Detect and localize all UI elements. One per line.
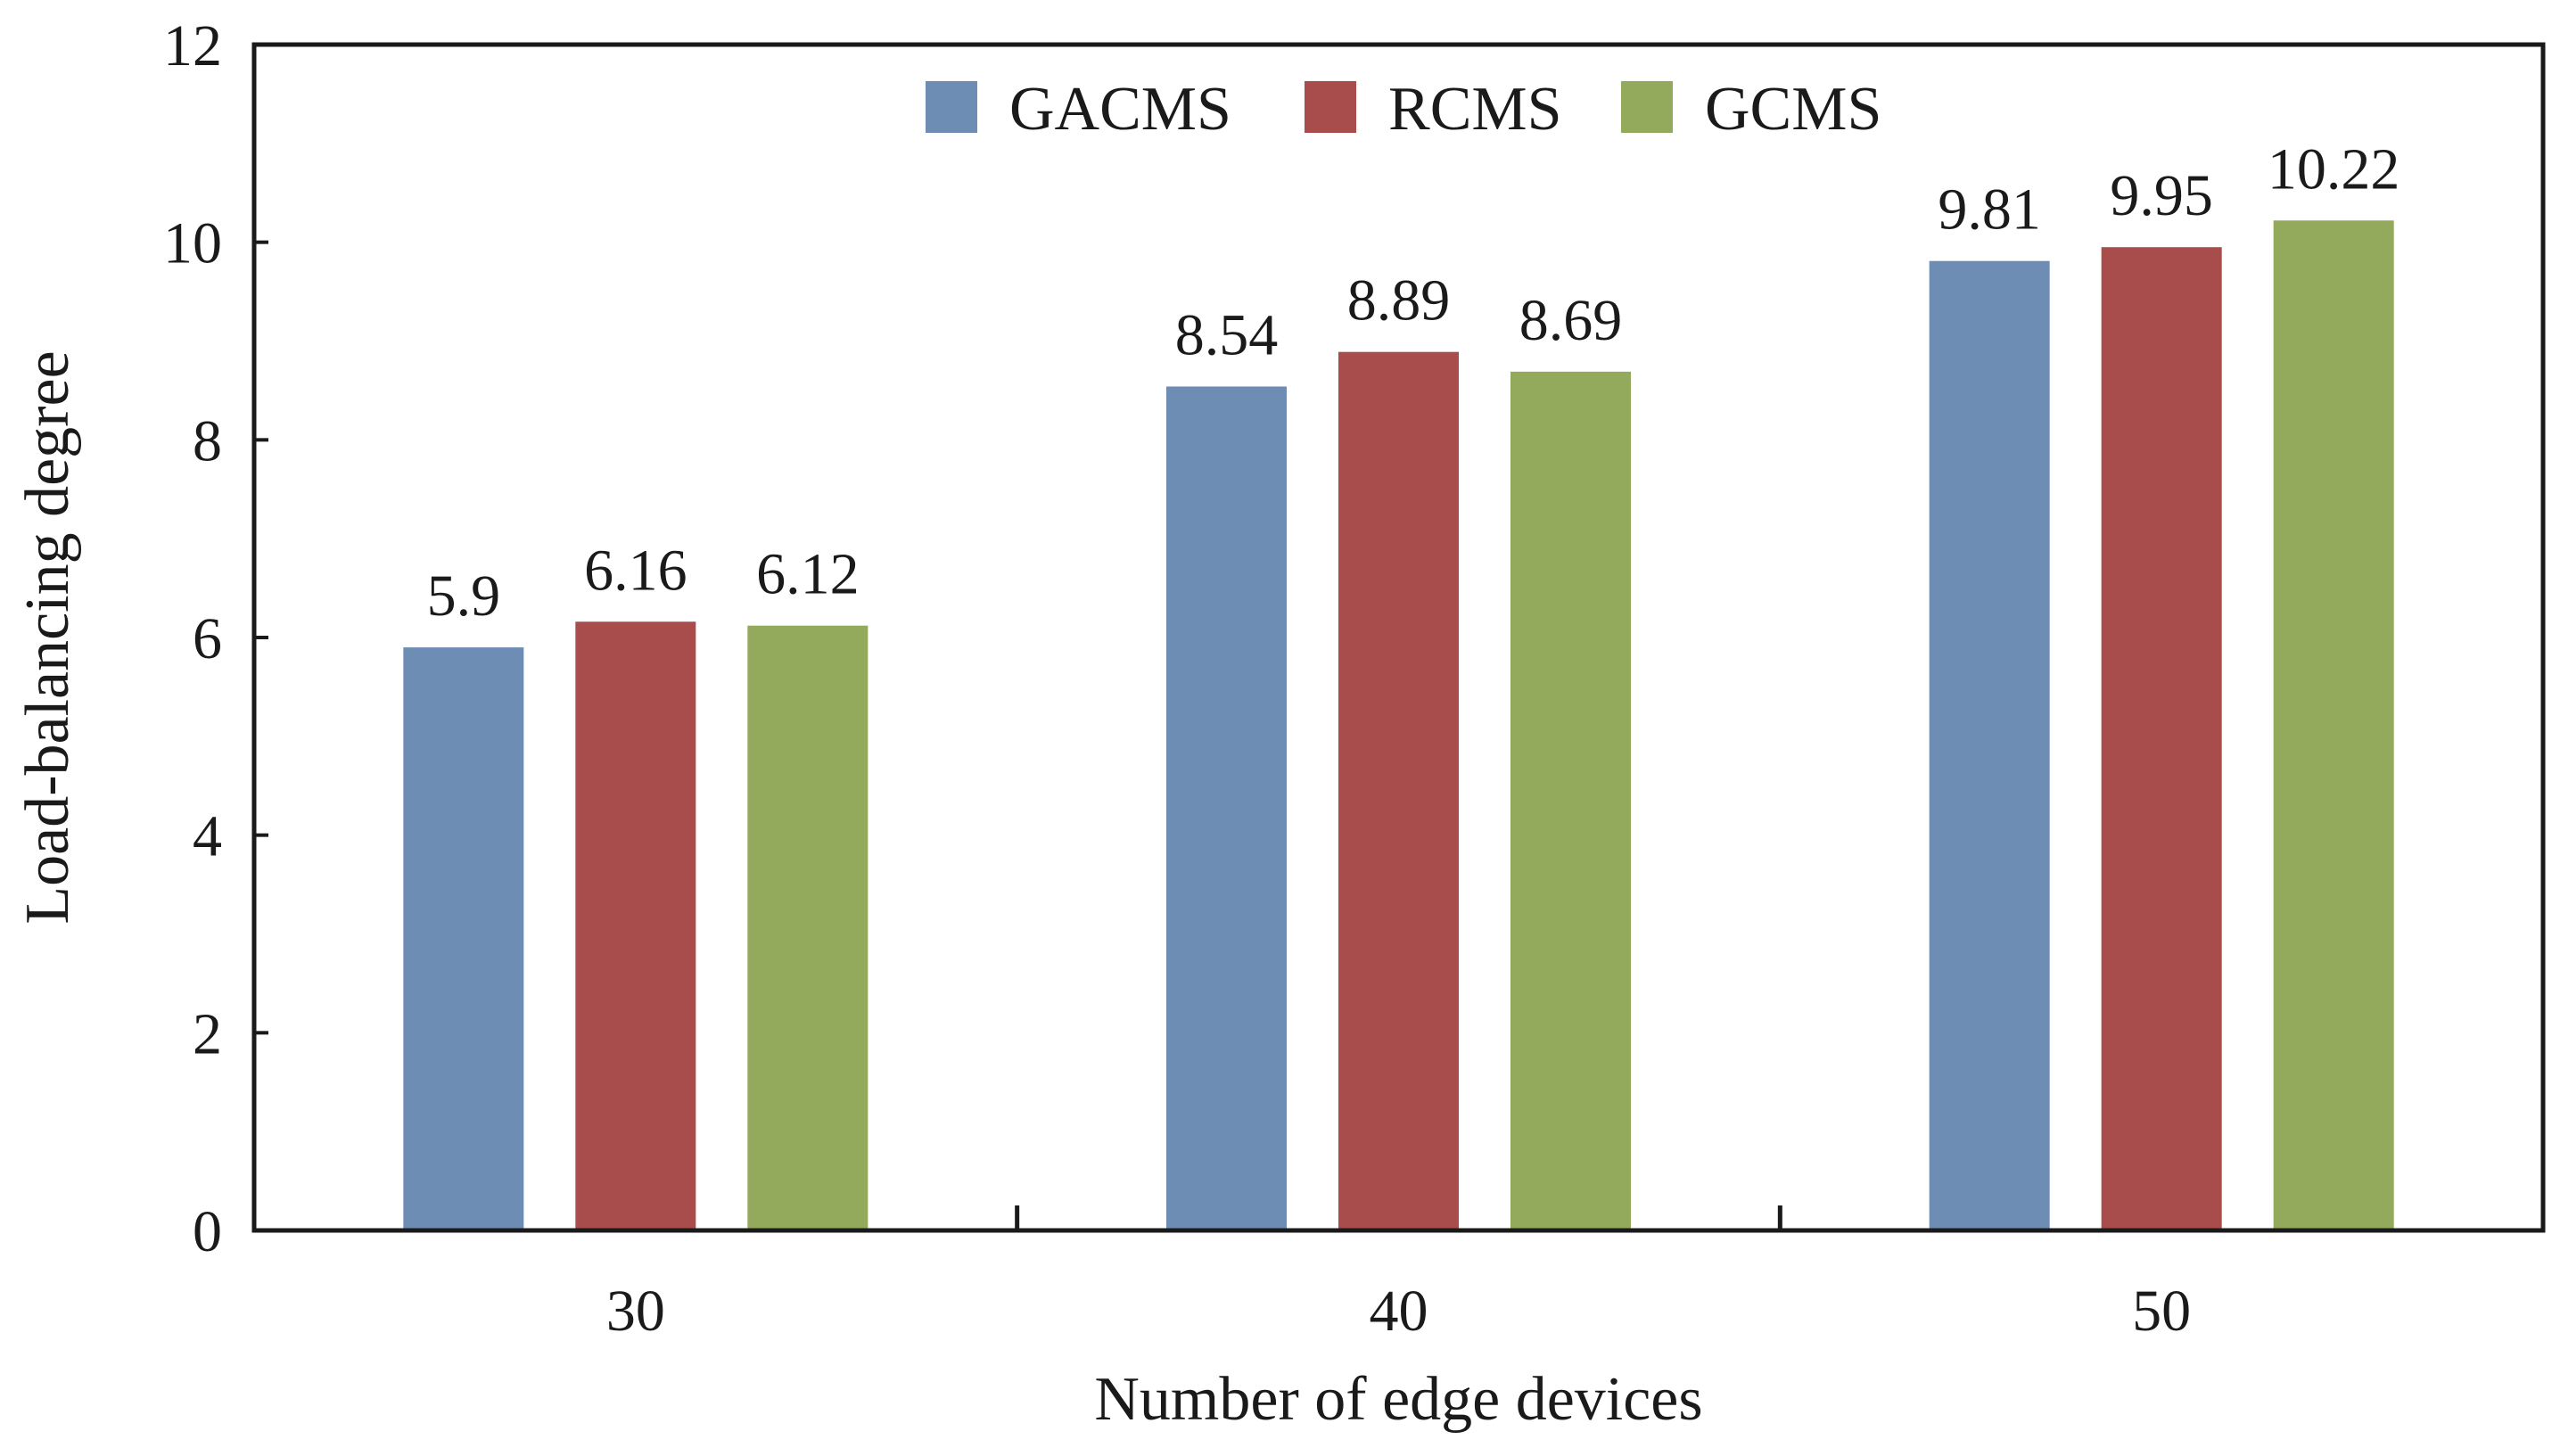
data-label-rcms-40: 8.89 (1347, 268, 1451, 333)
y-axis: 0 2 4 6 8 10 12 (163, 13, 268, 1264)
y-tick-label: 4 (193, 804, 222, 869)
data-label-rcms-30: 6.16 (584, 538, 687, 603)
data-label-rcms-50: 9.95 (2110, 163, 2213, 228)
x-tick-label: 40 (1370, 1279, 1428, 1344)
y-axis-title: Load-balancing degree (13, 350, 82, 924)
y-tick-label: 6 (193, 606, 222, 671)
bar-gcms-50 (2273, 220, 2394, 1231)
y-tick-label: 12 (163, 13, 222, 78)
bar-rcms-50 (2101, 247, 2222, 1230)
data-label-gacms-30: 5.9 (427, 563, 501, 629)
data-label-gacms-40: 8.54 (1175, 302, 1279, 367)
legend-swatch-rcms (1305, 81, 1356, 133)
bar-gcms-40 (1510, 371, 1631, 1230)
bar-gacms-30 (403, 647, 524, 1230)
legend-swatch-gacms (926, 81, 977, 133)
bar-gacms-50 (1929, 260, 2050, 1231)
x-axis-title: Number of edge devices (1094, 1365, 1702, 1434)
bar-gacms-40 (1166, 386, 1287, 1230)
bar-rcms-30 (575, 621, 696, 1230)
legend-label-rcms: RCMS (1388, 75, 1562, 144)
bar-gcms-30 (747, 625, 868, 1230)
data-labels-layer: 5.9 6.16 6.12 8.54 8.89 8.69 9.81 9.95 10.22 (427, 136, 2400, 629)
data-label-gcms-30: 6.12 (756, 542, 860, 607)
x-axis: 30 40 50 (606, 1205, 2191, 1344)
data-label-gacms-50: 9.81 (1938, 177, 2041, 243)
y-tick-label: 0 (193, 1199, 222, 1264)
bar-rcms-40 (1338, 351, 1459, 1231)
legend-swatch-gcms (1621, 81, 1673, 133)
y-tick-label: 8 (193, 408, 222, 473)
data-label-gcms-40: 8.69 (1519, 288, 1623, 353)
x-tick-label: 30 (606, 1279, 665, 1344)
y-tick-label: 2 (193, 1001, 222, 1066)
legend-label-gcms: GCMS (1705, 75, 1881, 144)
legend-label-gacms: GACMS (1009, 75, 1231, 144)
bars-layer (403, 220, 2394, 1231)
data-label-gcms-50: 10.22 (2268, 136, 2400, 202)
y-tick-label: 10 (163, 211, 222, 276)
x-tick-label: 50 (2132, 1279, 2191, 1344)
legend: GACMS RCMS GCMS (926, 75, 1881, 144)
